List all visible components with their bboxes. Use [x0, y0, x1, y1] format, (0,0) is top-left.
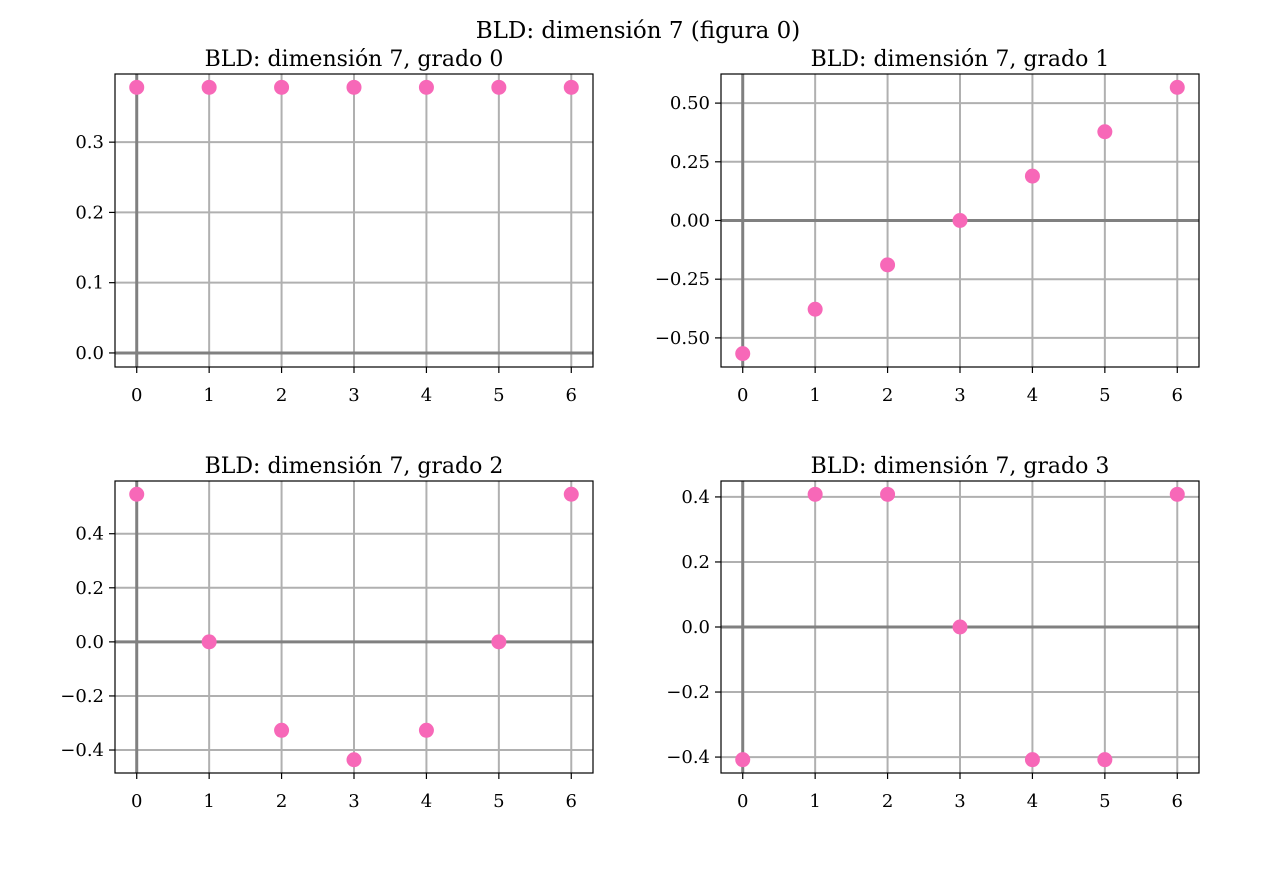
y-tick-label: −0.4: [60, 740, 104, 761]
data-point: [952, 619, 968, 635]
y-tick-label: 0.2: [681, 552, 710, 573]
data-point: [418, 79, 434, 95]
x-tick-label: 4: [1027, 791, 1038, 812]
x-tick-label: 2: [882, 791, 893, 812]
x-tick-label: 0: [737, 791, 748, 812]
y-tick-label: −0.2: [666, 682, 710, 703]
x-tick-label: 2: [276, 791, 287, 812]
y-tick-label: 0.50: [670, 93, 710, 114]
data-point: [1169, 79, 1185, 95]
x-tick-label: 2: [276, 385, 287, 406]
data-point: [346, 79, 362, 95]
y-tick-label: 0.0: [75, 343, 104, 364]
data-point: [563, 79, 579, 95]
x-tick-label: 3: [348, 791, 359, 812]
subplot-grado-0: BLD: dimensión 7, grado 0 0 1 2 3 4 5 6 0.0 0.1 0…: [75, 47, 594, 406]
data-point: [735, 346, 751, 362]
y-tick-label: −0.50: [655, 328, 710, 349]
subplot-grado-3: BLD: dimensión 7, grado 3 0 1 2 3 4 5 6 −0.4 −0.…: [666, 454, 1200, 812]
x-tick-label: 6: [566, 791, 577, 812]
x-tick-label: 2: [882, 385, 893, 406]
x-tick-label: 5: [1099, 791, 1110, 812]
data-point: [491, 634, 507, 650]
x-tick-label: 3: [954, 385, 965, 406]
subplot-title: BLD: dimensión 7, grado 1: [811, 47, 1110, 72]
y-tick-label: 0.00: [670, 211, 710, 232]
y-tick-label: 0.25: [670, 152, 710, 173]
x-tick-label: 1: [203, 791, 214, 812]
y-tick-label: 0.4: [681, 487, 710, 508]
subplot-title: BLD: dimensión 7, grado 3: [811, 454, 1110, 479]
y-tick-label: 0.2: [75, 202, 104, 223]
x-tick-label: 4: [1027, 385, 1038, 406]
x-tick-label: 0: [131, 791, 142, 812]
data-point: [1097, 752, 1113, 768]
data-point: [346, 752, 362, 768]
data-point: [563, 486, 579, 502]
x-tick-label: 6: [566, 385, 577, 406]
data-point: [807, 301, 823, 317]
figure-suptitle: BLD: dimensión 7 (figura 0): [476, 18, 801, 44]
data-point: [274, 79, 290, 95]
y-tick-label: 0.0: [681, 617, 710, 638]
data-point: [880, 486, 896, 502]
x-tick-label: 1: [203, 385, 214, 406]
x-tick-label: 1: [809, 385, 820, 406]
data-point: [491, 79, 507, 95]
data-point: [1024, 168, 1040, 184]
x-tick-label: 4: [421, 791, 432, 812]
x-tick-label: 5: [493, 791, 504, 812]
x-tick-label: 0: [737, 385, 748, 406]
data-point: [807, 486, 823, 502]
subplot-title: BLD: dimensión 7, grado 2: [205, 454, 504, 479]
y-tick-label: −0.4: [666, 747, 710, 768]
data-point: [201, 79, 217, 95]
y-tick-label: −0.25: [655, 269, 710, 290]
y-tick-label: 0.2: [75, 578, 104, 599]
data-point: [1024, 752, 1040, 768]
subplot-grado-1: BLD: dimensión 7, grado 1 0 1 2 3 4 5 6 −0.50 −0…: [655, 47, 1200, 406]
x-tick-label: 6: [1172, 385, 1183, 406]
data-point: [274, 722, 290, 738]
data-point: [129, 79, 145, 95]
data-point: [1097, 124, 1113, 140]
y-tick-label: 0.4: [75, 524, 104, 545]
x-tick-label: 0: [131, 385, 142, 406]
data-point: [952, 213, 968, 228]
x-tick-label: 5: [1099, 385, 1110, 406]
subplot-grado-2: BLD: dimensión 7, grado 2 0 1 2 3 4 5 6 −0.4 −0.…: [60, 454, 594, 812]
x-tick-label: 6: [1172, 791, 1183, 812]
data-point: [129, 486, 145, 502]
data-point: [1169, 486, 1185, 502]
x-tick-label: 3: [348, 385, 359, 406]
y-tick-label: −0.2: [60, 686, 104, 707]
y-tick-label: 0.1: [75, 273, 104, 294]
x-tick-label: 4: [421, 385, 432, 406]
x-tick-label: 5: [493, 385, 504, 406]
data-point: [201, 634, 217, 650]
y-tick-label: 0.0: [75, 632, 104, 653]
x-tick-label: 3: [954, 791, 965, 812]
subplot-title: BLD: dimensión 7, grado 0: [205, 47, 504, 72]
x-tick-label: 1: [809, 791, 820, 812]
y-tick-label: 0.3: [75, 132, 104, 153]
data-point: [880, 257, 896, 273]
data-point: [418, 722, 434, 738]
data-point: [735, 752, 751, 768]
